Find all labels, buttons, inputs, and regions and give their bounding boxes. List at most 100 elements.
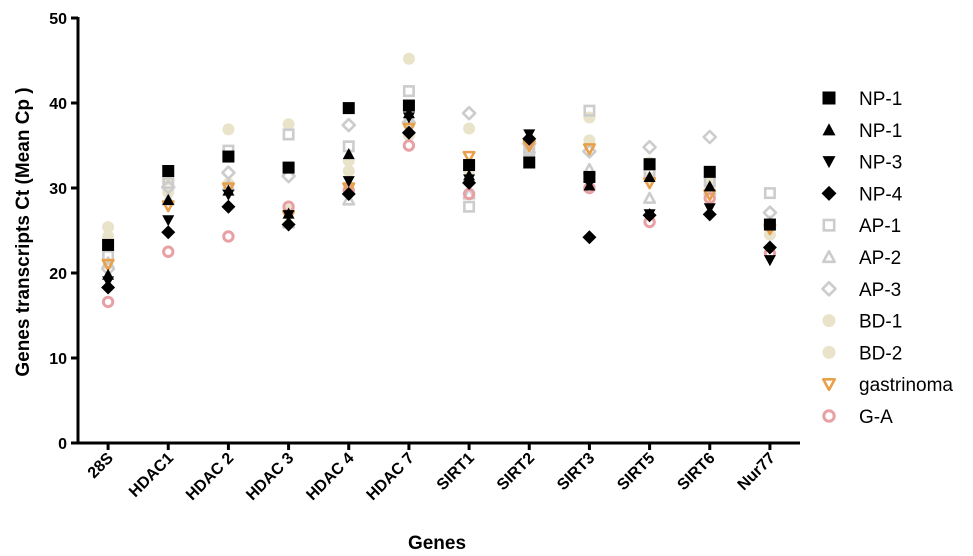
x-tick-label: Nur77 (735, 450, 779, 494)
data-point (463, 159, 476, 172)
data-point (703, 192, 716, 205)
legend-item: NP-4 (821, 184, 903, 205)
legend-label: AP-2 (859, 248, 901, 269)
x-tick-label: SIRT1 (434, 450, 478, 494)
data-point (583, 178, 596, 190)
legend-label: NP-3 (859, 153, 902, 174)
data-point (582, 143, 596, 156)
legend-label: AP-1 (859, 216, 901, 237)
data-point (402, 112, 415, 124)
legend-marker (822, 123, 836, 136)
legend-marker (822, 409, 836, 423)
data-point (763, 187, 776, 200)
data-point (221, 165, 236, 180)
data-point (703, 165, 716, 178)
x-tick-label: SIRT2 (494, 450, 538, 494)
x-tick-label: HDAC 3 (243, 450, 297, 504)
data-point (160, 179, 176, 195)
series-bd-1 (102, 52, 776, 234)
data-point (463, 122, 476, 135)
data-point (222, 123, 235, 136)
data-point (642, 208, 657, 223)
data-point (643, 191, 657, 204)
data-point (341, 117, 357, 133)
legend-marker (821, 280, 837, 297)
legend-item: NP-1 (822, 121, 902, 142)
data-points (100, 52, 778, 309)
data-point (583, 104, 596, 117)
data-point (221, 199, 236, 214)
data-point (643, 170, 656, 183)
data-point (463, 200, 476, 213)
data-point (763, 255, 776, 267)
data-point (101, 280, 116, 295)
legend-item: AP-2 (821, 248, 901, 269)
x-tick-label: 28S (85, 450, 117, 482)
data-point (282, 128, 295, 141)
data-point (402, 139, 416, 152)
legend-item: NP-1 (822, 89, 902, 110)
x-tick-label: HDAC 4 (303, 450, 357, 504)
x-tick-label: SIRT6 (674, 450, 718, 494)
legend-label: NP-4 (859, 184, 903, 205)
data-point (162, 193, 175, 205)
x-tick-label: HDAC1 (126, 450, 177, 501)
data-point (162, 176, 175, 189)
series-g-a (101, 135, 777, 309)
series-ap-1 (102, 85, 776, 263)
series-np-3 (102, 112, 776, 288)
x-ticks: 28S HDAC1 HDAC 2 HDAC 3 HDAC 4 HDAC 7 SIRT1 SIR… (85, 443, 779, 504)
data-point (162, 165, 175, 177)
legend-marker (822, 91, 836, 105)
data-point (342, 165, 355, 177)
data-point (703, 180, 716, 192)
legend-marker (821, 250, 837, 264)
data-point (462, 187, 476, 201)
legend-label: gastrinoma (859, 375, 953, 396)
legend-marker (822, 156, 836, 169)
y-tick-label: 30 (49, 181, 67, 198)
data-point (161, 225, 176, 240)
data-point (101, 258, 115, 272)
series-ap-3 (100, 105, 778, 277)
data-point (342, 102, 355, 115)
data-point (222, 150, 235, 163)
y-tick-label: 0 (58, 436, 67, 453)
x-tick-label: HDAC 7 (364, 450, 418, 504)
data-point (522, 131, 537, 146)
data-point (281, 217, 296, 232)
x-tick-label: HDAC 2 (183, 450, 237, 504)
legend-marker (822, 345, 836, 359)
legend-label: NP-1 (859, 121, 902, 142)
data-point (282, 161, 295, 174)
data-point (582, 144, 597, 159)
legend: NP-1 NP-1 NP-3 NP-4 AP-1 AP-2 AP-3 BD-1 BD-2 gast… (821, 89, 953, 428)
data-point (342, 148, 355, 160)
legend-item: BD-1 (822, 312, 902, 333)
data-point (462, 150, 476, 164)
data-point (102, 221, 115, 234)
data-point (523, 156, 536, 169)
y-axis-title: Genes transcripts Ct (Mean Cp ) (13, 87, 34, 376)
y-tick-label: 40 (49, 96, 67, 113)
data-point (763, 217, 776, 229)
legend-label: BD-1 (859, 312, 902, 333)
legend-item: BD-2 (822, 343, 902, 364)
legend-marker (821, 185, 837, 201)
data-point (222, 189, 235, 201)
legend-marker (821, 378, 837, 392)
data-point (282, 118, 295, 131)
series-gastrinoma (101, 122, 777, 272)
legend-item: G-A (822, 407, 893, 428)
data-point (162, 215, 175, 227)
data-point (401, 125, 416, 140)
legend-label: NP-1 (859, 89, 902, 110)
legend-label: G-A (859, 407, 893, 428)
legend-item: NP-3 (822, 153, 902, 174)
data-point (702, 129, 718, 145)
data-point (102, 238, 115, 251)
data-point (582, 230, 597, 245)
data-point (402, 85, 415, 98)
data-point (162, 245, 175, 258)
